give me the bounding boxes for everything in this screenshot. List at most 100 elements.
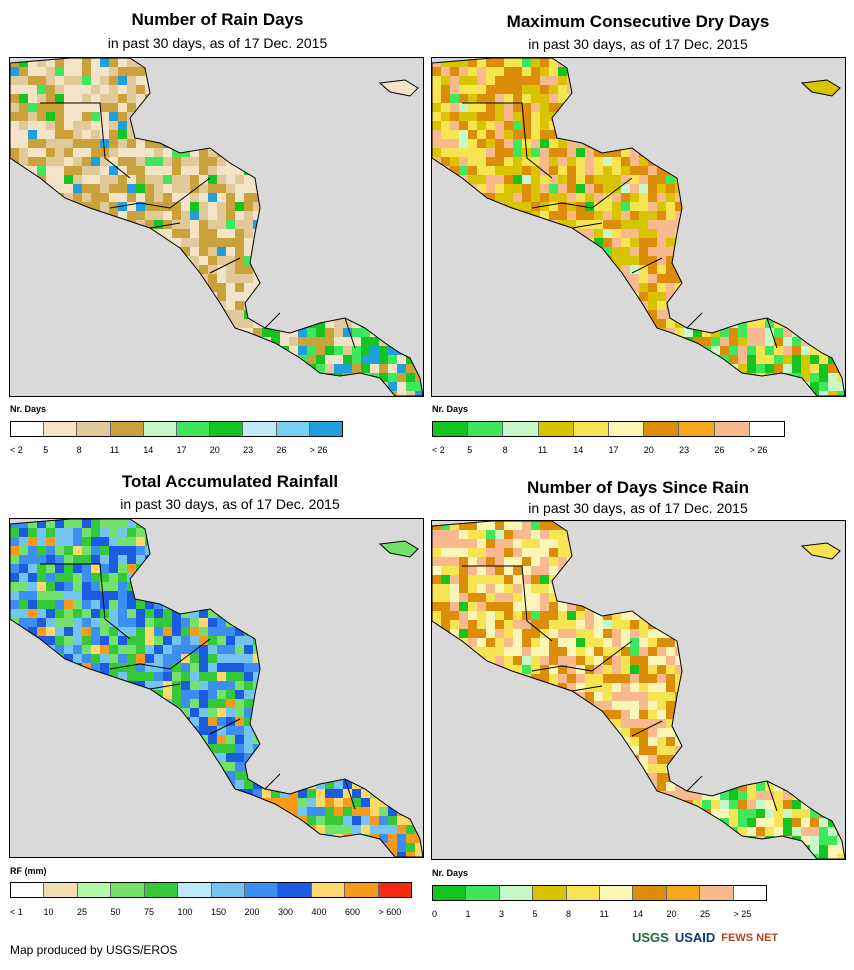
legend-tick-labels: < 1 10 25 50 75 100 150 200 300 400 600 > 600 [10,907,412,917]
legend-swatch [644,422,680,436]
legend-swatch [666,886,701,900]
legend-swatch [44,883,78,897]
legend-swatch [211,883,245,897]
map-canvas [432,58,845,396]
coastline [432,58,845,396]
legend-tick-label: 8 [76,445,82,455]
legend-color-bar [432,885,767,901]
panel-subtitle: in past 30 days, as of 17 Dec. 2015 [528,36,748,52]
legend-tick-label: 100 [177,907,193,917]
legend-swatch [609,422,645,436]
panel-subtitle: in past 30 days, as of 17 Dec. 2015 [107,35,328,51]
legend-tick-label: > 25 [733,909,752,919]
legend-swatch [44,422,78,436]
land-data-grid [10,58,423,396]
legend-swatch [633,886,667,900]
legend-swatch [700,886,734,900]
legend-tick-label: 300 [278,907,294,917]
legend-swatch [503,422,539,436]
legend-swatch [111,883,145,897]
legend-swatch [210,422,244,436]
legend-tick-label: 150 [211,907,227,917]
panel-subtitle: in past 30 days, as of 17 Dec. 2015 [120,496,340,512]
panel-title: Number of Days Since Rain [526,478,749,497]
legend-swatch [110,422,144,436]
legend-swatch [714,422,750,436]
legend-tick-label: < 1 [10,907,23,917]
legend-swatch [177,422,211,436]
fewsnet-logo: FEWS NET [721,931,779,944]
usaid-logo: USAID [674,930,716,945]
jamaica-island [378,79,419,97]
legend-swatch [244,883,279,897]
legend-tick-label: 50 [110,907,121,917]
legend-tick-label: 400 [311,907,327,917]
legend-color-bar [10,882,412,898]
legend-swatch [433,886,467,900]
legend-swatch [538,422,574,436]
legend-tick-labels: < 2 5 8 11 14 17 20 23 26 > 26 [432,445,785,455]
legend-tick-label: 200 [244,907,260,917]
legend-swatch [468,422,504,436]
land-data-grid [432,521,845,859]
legend-tick-label: 26 [276,445,287,455]
legend-swatch [143,422,178,436]
legend-swatch [144,883,179,897]
legend-tick-label: 20 [209,445,220,455]
legend-tick-label: 25 [77,907,88,917]
land-data-grid [10,519,423,857]
legend-tick-label: 8 [502,445,508,455]
panel-subtitle: in past 30 days, as of 17 Dec. 2015 [528,500,748,516]
map-canvas [432,521,845,859]
legend-tick-label: 23 [243,445,254,455]
legend-tick-label: 20 [666,909,677,919]
legend-swatch [733,886,767,900]
legend-swatch [749,422,785,436]
country-borders [462,102,778,349]
legend-tick-label: 0 [432,909,438,919]
map-rain-days [9,57,424,397]
map-canvas [10,519,423,857]
country-borders [40,563,356,810]
legend-swatch [466,886,500,900]
legend-title: Nr. Days [432,868,469,878]
legend-tick-label: 20 [643,445,654,455]
legend-tick-label: 1 [465,909,471,919]
legend-tick-label: 5 [467,445,473,455]
coastline [432,521,845,859]
country-borders [40,102,356,349]
legend-color-bar [432,421,785,437]
legend-swatch [309,422,343,436]
legend-tick-label: 14 [573,445,584,455]
legend-tick-label: 75 [144,907,155,917]
legend-tick-label: 26 [714,445,725,455]
legend-swatch [311,883,346,897]
legend-swatch [679,422,715,436]
legend-tick-label: 17 [176,445,187,455]
map-days-since-rain [431,520,846,860]
legend-tick-label: 5 [43,445,49,455]
legend-swatch [573,422,610,436]
legend-tick-label: 5 [532,909,538,919]
legend-swatch [499,886,534,900]
coastline [10,519,423,857]
legend-swatch [600,886,634,900]
jamaica-island [800,542,841,560]
panel-title: Maximum Consecutive Dry Days [506,12,770,31]
coastline [10,58,423,396]
legend-tick-label: 23 [679,445,690,455]
legend-swatch [378,883,412,897]
legend-title: Nr. Days [432,404,469,414]
jamaica-island [800,79,841,97]
legend-swatch [276,422,310,436]
legend-tick-label: 3 [499,909,505,919]
legend-tick-labels: 0 1 3 5 8 11 14 20 25 > 25 [432,909,767,919]
legend-tick-label: 17 [608,445,619,455]
legend-tick-label: > 26 [749,445,768,455]
legend-swatch [243,422,277,436]
legend-swatch [566,886,601,900]
legend-title: RF (mm) [10,866,47,876]
legend-tick-label: 600 [345,907,361,917]
map-canvas [10,58,423,396]
legend-swatch [533,886,567,900]
